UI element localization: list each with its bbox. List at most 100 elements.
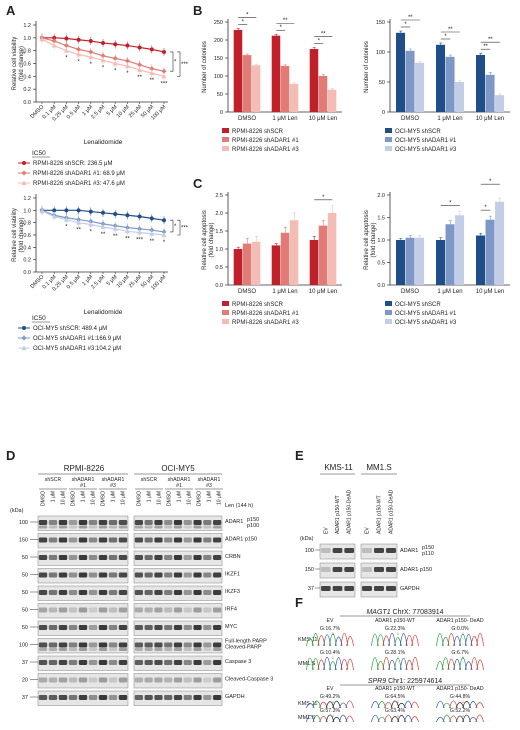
data-point — [101, 210, 105, 215]
column-label: ADAR1 p150- DeAD — [436, 618, 484, 624]
legend-entry: OCI-MY5 shADAR1 #3 — [395, 320, 457, 326]
blot-band — [118, 590, 128, 595]
blot-band — [213, 607, 222, 613]
blot-band — [134, 520, 143, 525]
blot-band — [374, 548, 384, 553]
data-point — [137, 214, 142, 219]
trace-peak — [411, 656, 419, 671]
y-tick-label: 2.0 — [215, 211, 223, 217]
legend-entry: OCI-MY5 shADAR1 #1 — [395, 138, 457, 144]
column-label: EV — [327, 618, 334, 624]
blot-band — [134, 642, 143, 648]
blot-band — [183, 590, 192, 595]
blot-band — [193, 590, 202, 595]
blot-band — [173, 572, 183, 578]
edit-percentage: G:44.8% — [450, 694, 471, 700]
blot-band — [58, 525, 68, 529]
blot-band — [68, 677, 78, 683]
mw-marker: 100 — [305, 548, 314, 554]
data-point — [112, 55, 118, 61]
group-label: shADAR1 — [102, 477, 125, 483]
blot-band — [332, 548, 343, 553]
bar — [271, 35, 281, 112]
y-tick-label: 0.4 — [23, 245, 31, 251]
blot-band — [144, 590, 153, 595]
bar — [436, 240, 446, 285]
blot-band — [98, 607, 108, 613]
blot-band — [183, 525, 192, 529]
y-tick-label: 0.2 — [23, 258, 31, 264]
gene-name: SPR9 — [368, 678, 386, 685]
blot-band — [154, 607, 163, 613]
blot-band — [154, 625, 163, 630]
legend-swatch — [385, 137, 392, 142]
blot-band — [374, 567, 384, 572]
bar — [396, 240, 406, 285]
blot-band — [134, 660, 143, 665]
bracket — [170, 51, 174, 72]
significance-star: * — [489, 179, 492, 185]
mw-marker: 20 — [22, 678, 28, 684]
blot-band — [88, 648, 98, 651]
arrow-icon: ↓ — [332, 713, 335, 719]
x-tick-label: 10 μM Len — [309, 289, 337, 295]
blot-band — [78, 555, 88, 560]
column-label: ADAR1 p150- DeAD — [436, 686, 484, 692]
bar — [495, 95, 505, 112]
blot-band — [78, 695, 88, 700]
bar — [485, 219, 495, 285]
blot-band — [144, 648, 153, 651]
y-tick-label: 0.0 — [377, 283, 385, 289]
blot-band — [154, 660, 163, 665]
trace-peak — [345, 700, 354, 709]
blot-band — [108, 572, 118, 578]
blot-band — [78, 537, 88, 543]
blot-band — [58, 695, 68, 700]
blot-band — [58, 590, 68, 595]
protein-label: ADAR1 p150 — [400, 567, 432, 573]
arrow-icon: ↓ — [462, 655, 465, 661]
blot-band — [58, 537, 68, 543]
data-point — [149, 66, 155, 72]
section-title: SPR9 Chr1: 225974614 — [368, 678, 442, 685]
significance-star: * — [404, 22, 407, 28]
blot-band — [144, 677, 153, 683]
blot-band — [108, 525, 118, 529]
blot-band — [183, 648, 192, 651]
lane-label: DMSO — [167, 491, 173, 506]
y-tick-label: 100 — [376, 50, 385, 56]
blot-band — [203, 525, 212, 529]
blot-band — [213, 677, 222, 683]
blot-band — [134, 625, 143, 630]
bar — [436, 44, 446, 112]
legend-entry: RPMI-8226 shADAR1 #3 — [232, 147, 299, 153]
blot-band — [154, 648, 163, 651]
lane-label: 10 μM — [157, 491, 163, 505]
blot-band — [144, 555, 153, 560]
arrow-icon: ↓ — [462, 713, 465, 719]
blot-band — [58, 677, 68, 683]
trace-peak — [475, 714, 484, 723]
significance-star: *** — [160, 81, 168, 87]
bar — [445, 224, 455, 285]
blot-band — [78, 642, 88, 648]
blot-band — [78, 590, 88, 595]
blot-band — [134, 537, 143, 543]
data-point — [76, 208, 81, 213]
blot-band — [68, 660, 78, 665]
cell-line-header: KMS-11 — [324, 463, 353, 472]
trace-peak — [476, 632, 484, 647]
blot-band — [48, 537, 58, 543]
blot-band — [203, 642, 212, 648]
significance-star: * — [65, 225, 68, 231]
lane-label: 1 μM — [81, 491, 87, 502]
arrow-icon: ↓ — [332, 631, 335, 637]
bar — [271, 245, 281, 285]
y-tick-label: 0.5 — [215, 265, 223, 271]
y-tick-label: 1.2 — [23, 196, 31, 202]
mw-marker: 37 — [22, 660, 28, 666]
significance-star: ** — [125, 236, 130, 242]
legend-entry: OCI-MY5 shADAR1 #1:166.9 μM — [33, 336, 121, 342]
significance-star: * — [174, 224, 177, 230]
